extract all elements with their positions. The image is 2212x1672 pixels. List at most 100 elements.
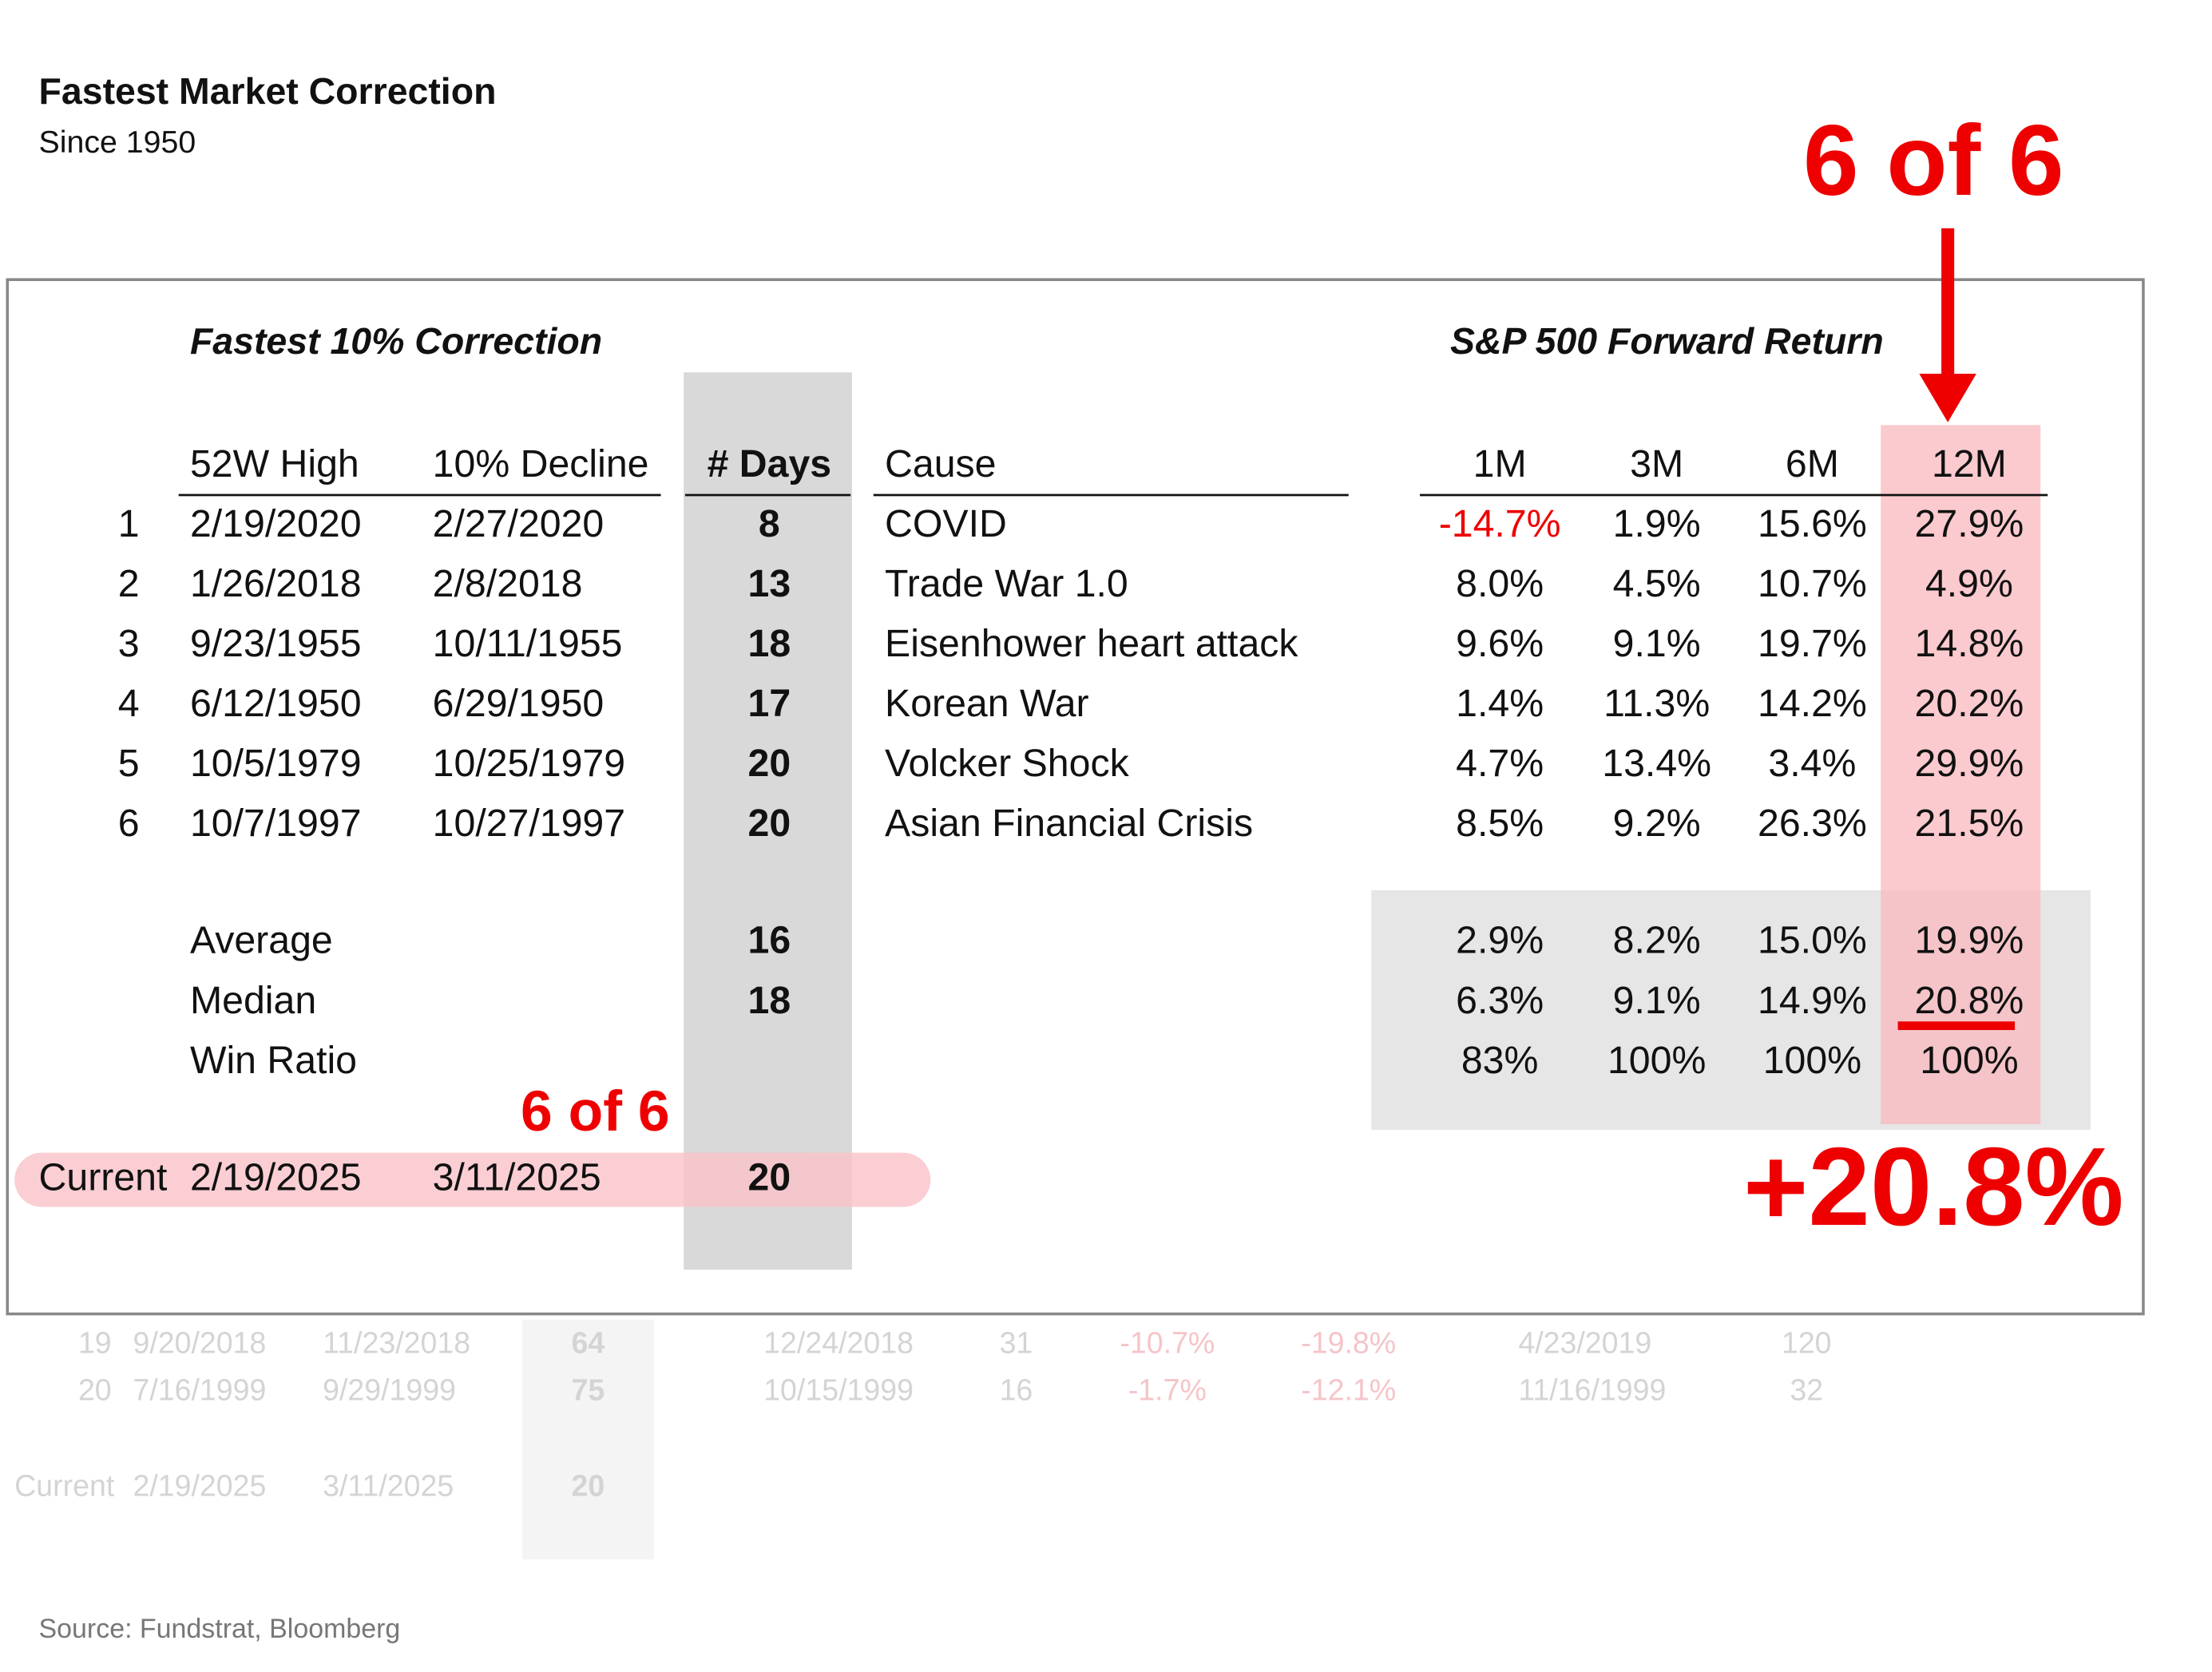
source: Source: Fundstrat, Bloomberg <box>39 1614 401 1644</box>
cell: 9.2% <box>1613 802 1701 845</box>
cell: 26.3% <box>1758 802 1867 845</box>
summary-return: 6.3% <box>1456 979 1544 1022</box>
faded-cell: Current <box>14 1468 115 1502</box>
cell: 10.7% <box>1758 562 1867 605</box>
faded-cell: 31 <box>1000 1326 1033 1360</box>
12m-highlight <box>1881 425 2041 1124</box>
row-number: 3 <box>118 622 140 665</box>
cell: 8.5% <box>1456 802 1544 845</box>
cell: Volcker Shock <box>885 742 1130 785</box>
cell: 10/11/1955 <box>433 622 623 665</box>
faded-cell: 64 <box>572 1326 605 1360</box>
row-number: 6 <box>118 802 140 845</box>
summary-return: 14.9% <box>1758 979 1867 1022</box>
cell: 27.9% <box>1915 502 2024 545</box>
current-highlight <box>14 1152 931 1207</box>
faded-cell: 20 <box>78 1373 112 1407</box>
cell: 2/19/2020 <box>190 502 362 545</box>
column-header: 12M <box>1932 442 2007 485</box>
summary-label: Median <box>190 979 316 1022</box>
cell: 9/23/1955 <box>190 622 362 665</box>
cell: 14.8% <box>1915 622 2024 665</box>
faded-cell: 4/23/2019 <box>1518 1326 1651 1360</box>
cell: 1/26/2018 <box>190 562 362 605</box>
summary-return: 83% <box>1461 1039 1539 1082</box>
cell: 13 <box>748 562 791 605</box>
cell: 10/7/1997 <box>190 802 362 845</box>
cell: 15.6% <box>1758 502 1867 545</box>
cell: 20 <box>748 742 791 785</box>
cell: 3.4% <box>1768 742 1856 785</box>
summary-label: Win Ratio <box>190 1039 357 1082</box>
current-cell: 3/11/2025 <box>433 1155 601 1199</box>
cell: Asian Financial Crisis <box>885 802 1253 845</box>
cell: 13.4% <box>1602 742 1711 785</box>
annotation-middle: 6 of 6 <box>521 1080 670 1143</box>
faded-days-column <box>522 1319 654 1559</box>
cell: 14.2% <box>1758 682 1867 725</box>
cell: 17 <box>748 682 791 725</box>
title: Fastest Market Correction <box>39 70 497 112</box>
summary-return: 100% <box>1607 1039 1706 1082</box>
row-number: 4 <box>118 682 140 725</box>
column-header: Cause <box>885 442 996 485</box>
faded-cell: 32 <box>1790 1373 1823 1407</box>
cell: Korean War <box>885 682 1089 725</box>
faded-cell: 10/15/1999 <box>763 1373 914 1407</box>
cell: 4.9% <box>1925 562 2013 605</box>
cell: 10/27/1997 <box>433 802 625 845</box>
row-number: 1 <box>118 502 140 545</box>
cell: 19.7% <box>1758 622 1867 665</box>
cell: 21.5% <box>1915 802 2024 845</box>
cell: -14.7% <box>1439 502 1561 545</box>
cell: 8 <box>759 502 780 545</box>
cell: 9.1% <box>1613 622 1701 665</box>
column-header: 3M <box>1630 442 1683 485</box>
cell: 2/27/2020 <box>433 502 605 545</box>
cell: 9.6% <box>1456 622 1544 665</box>
days-highlight <box>684 372 852 1270</box>
faded-cell: 3/11/2025 <box>323 1468 454 1502</box>
summary-return: 20.8% <box>1915 979 2024 1022</box>
faded-cell: 7/16/1999 <box>133 1373 266 1407</box>
summary-label: Average <box>190 919 333 962</box>
annotation-result: +20.8% <box>1743 1124 2124 1249</box>
cell: 4.7% <box>1456 742 1544 785</box>
cell: 1.4% <box>1456 682 1544 725</box>
annotation-top: 6 of 6 <box>1803 105 2064 216</box>
faded-cell: -19.8% <box>1301 1326 1396 1360</box>
row-number: 5 <box>118 742 140 785</box>
cell: 29.9% <box>1915 742 2024 785</box>
current-cell: 20 <box>748 1155 791 1199</box>
cell: 20.2% <box>1915 682 2024 725</box>
subtitle: Since 1950 <box>39 125 196 160</box>
cell: 18 <box>748 622 791 665</box>
summary-return: 2.9% <box>1456 919 1544 962</box>
cell: COVID <box>885 502 1007 545</box>
group-left: Fastest 10% Correction <box>190 320 602 362</box>
cell: 10/5/1979 <box>190 742 362 785</box>
faded-cell: 12/24/2018 <box>763 1326 914 1360</box>
cell: 4.5% <box>1613 562 1701 605</box>
current-cell: 2/19/2025 <box>190 1155 362 1199</box>
summary-return: 15.0% <box>1758 919 1867 962</box>
summary-days: 18 <box>748 979 791 1022</box>
summary-return: 8.2% <box>1613 919 1701 962</box>
faded-cell: 16 <box>1000 1373 1033 1407</box>
cell: 10/25/1979 <box>433 742 625 785</box>
arrow-head <box>1919 374 1976 422</box>
summary-return: 100% <box>1763 1039 1861 1082</box>
cell: 11.3% <box>1604 682 1710 725</box>
row-number: 2 <box>118 562 140 605</box>
faded-cell: 75 <box>572 1373 605 1407</box>
group-right: S&P 500 Forward Return <box>1450 320 1884 362</box>
column-header: 6M <box>1786 442 1839 485</box>
faded-cell: -1.7% <box>1128 1373 1207 1407</box>
summary-return: 19.9% <box>1915 919 2024 962</box>
cell: 2/8/2018 <box>433 562 583 605</box>
faded-cell: 9/20/2018 <box>133 1326 266 1360</box>
summary-return: 100% <box>1920 1039 2018 1082</box>
cell: 6/12/1950 <box>190 682 362 725</box>
cell: 8.0% <box>1456 562 1544 605</box>
